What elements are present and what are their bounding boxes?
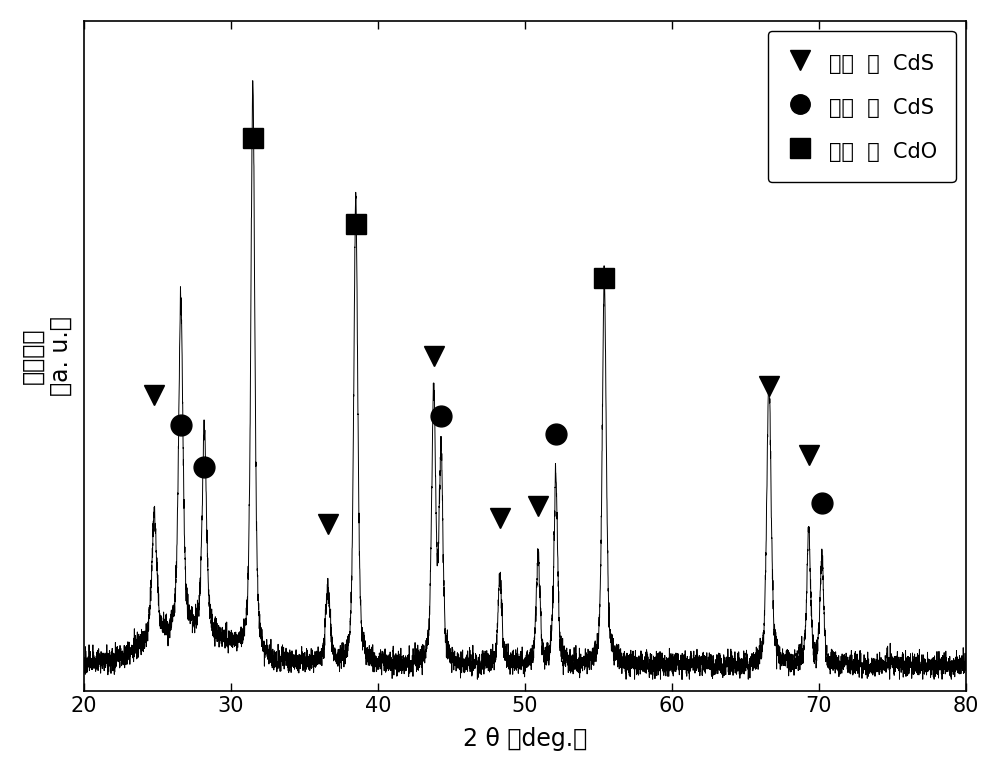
Y-axis label: 衍射强度
（a. u.）: 衍射强度 （a. u.） — [21, 316, 73, 396]
X-axis label: 2 θ （deg.）: 2 θ （deg.） — [463, 727, 587, 751]
Legend: 六方  相  CdS, 立方  相  CdS, 立方  相  CdO: 六方 相 CdS, 立方 相 CdS, 立方 相 CdO — [768, 31, 956, 182]
